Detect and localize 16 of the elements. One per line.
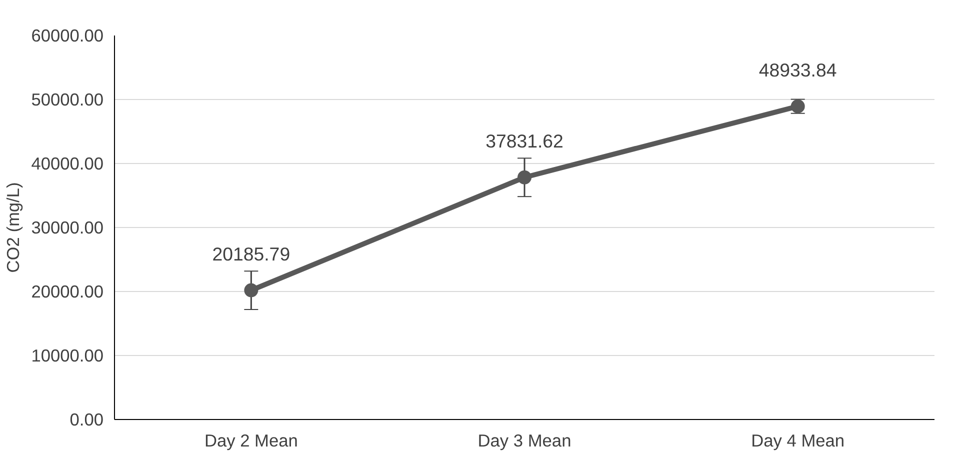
y-tick-label: 0.00 [70, 410, 104, 430]
y-tick-label: 60000.00 [31, 26, 104, 46]
y-tick-label: 30000.00 [31, 218, 104, 238]
x-tick-label: Day 3 Mean [478, 430, 572, 450]
x-tick-label: Day 4 Mean [751, 430, 845, 450]
data-label: 48933.84 [758, 59, 837, 80]
y-tick-label: 20000.00 [31, 282, 104, 302]
y-axis-title: CO2 (mg/L) [3, 182, 24, 273]
point [518, 170, 532, 184]
point [244, 283, 258, 298]
data-label: 20185.79 [212, 243, 290, 264]
data-label: 37831.62 [486, 130, 564, 152]
y-tick-label: 50000.00 [31, 90, 104, 110]
y-tick-label: 10000.00 [31, 346, 104, 366]
x-tick-label: Day 2 Mean [204, 430, 298, 450]
y-tick-label: 40000.00 [31, 154, 104, 174]
